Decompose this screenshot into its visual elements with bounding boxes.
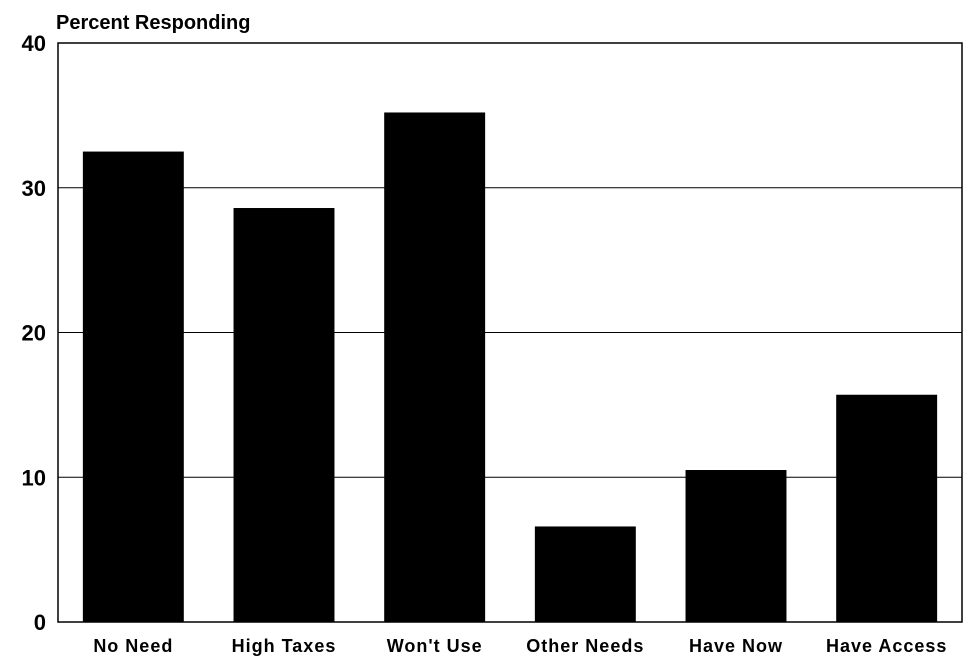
bar (233, 208, 335, 622)
y-tick-label: 30 (22, 176, 46, 201)
y-tick-label: 40 (22, 31, 46, 56)
bar (836, 394, 938, 622)
y-tick-label: 20 (22, 321, 46, 346)
plot-frame (57, 42, 963, 623)
x-tick-label: Other Needs (526, 636, 644, 656)
gridlines (58, 187, 962, 478)
x-tick-label: Won't Use (387, 636, 483, 656)
x-tick-label: Have Access (826, 636, 947, 656)
bar (82, 151, 184, 622)
bar (384, 112, 486, 622)
x-axis-labels: No Need High Taxes Won't Use Other Needs Hav… (93, 636, 947, 656)
x-tick-label: Have Now (689, 636, 783, 656)
y-tick-label: 0 (34, 610, 46, 635)
bars (82, 112, 938, 622)
x-tick-label: High Taxes (232, 636, 337, 656)
y-axis-title: Percent Responding (56, 12, 250, 34)
bar (685, 470, 787, 622)
y-axis-ticks: 0 10 20 30 40 (22, 31, 46, 635)
y-tick-label: 10 (22, 465, 46, 490)
x-tick-label: No Need (93, 636, 173, 656)
bar (534, 526, 636, 622)
